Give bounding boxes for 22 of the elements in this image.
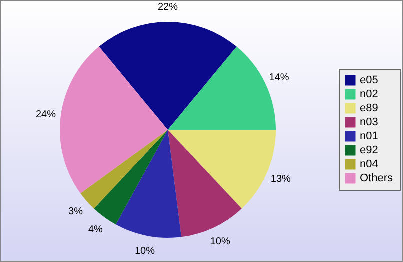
data-label: 10% [210,236,230,248]
data-label: 24% [36,110,56,121]
legend-label: Others [360,172,394,184]
data-label: 14% [269,72,290,84]
data-label: 13% [270,174,291,185]
pie-slice [60,46,168,194]
pie-slice [99,22,237,130]
data-label: 22% [158,2,178,13]
legend-label: n02 [360,88,378,100]
legend-label: e89 [360,102,378,114]
legend-label: n04 [360,158,378,170]
pie-slice [116,130,182,238]
data-label: 4% [88,224,104,236]
pie-slice [168,130,242,238]
data-label: 3% [68,206,84,218]
pie-slice [80,130,168,209]
legend-label: n03 [360,116,378,128]
legend-label: n01 [360,130,378,142]
data-label: 10% [134,246,156,257]
legend-label: e05 [360,74,378,86]
pie-slice [94,130,168,225]
legend-label: e92 [360,144,378,156]
